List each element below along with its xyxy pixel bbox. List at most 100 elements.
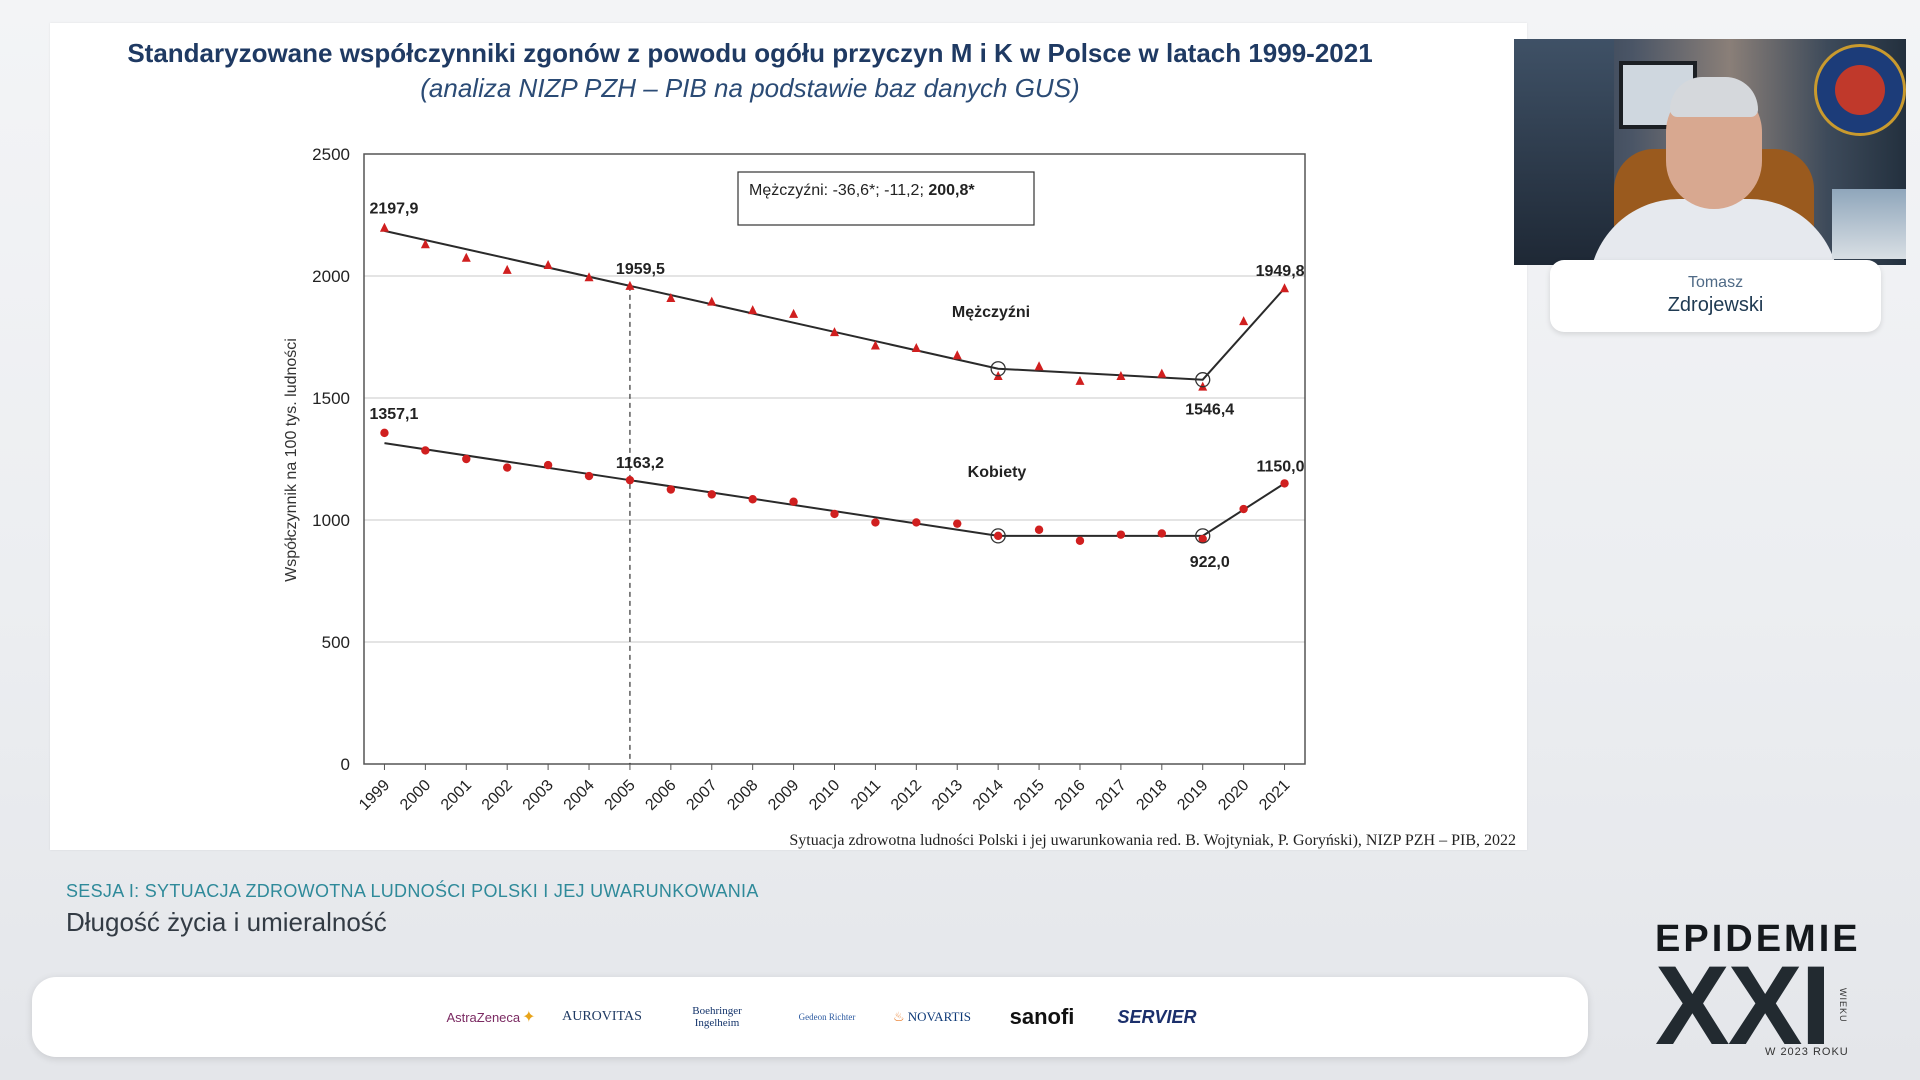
x-tick-label: 2002 <box>479 777 516 814</box>
data-point-circle <box>543 460 553 470</box>
speaker-name-card: Tomasz Zdrojewski <box>1550 260 1881 332</box>
x-tick-label: 2006 <box>642 777 679 814</box>
data-point-circle <box>993 531 1003 541</box>
data-point-triangle <box>584 272 594 282</box>
x-tick-label: 2001 <box>438 777 475 814</box>
data-point-triangle <box>461 252 471 262</box>
data-point-triangle <box>952 350 962 360</box>
room-window <box>1514 39 1614 265</box>
x-tick-label: 2017 <box>1093 777 1130 814</box>
session-title: Długość życia i umieralność <box>66 907 387 937</box>
data-point-circle <box>502 463 512 472</box>
data-point-triangle <box>1239 316 1249 326</box>
data-point-circle <box>1116 530 1126 539</box>
trend-line <box>384 442 1286 537</box>
x-tick-label: 2015 <box>1011 777 1048 814</box>
data-point-circle <box>871 518 880 527</box>
data-point-triangle <box>830 327 839 337</box>
trend-line <box>384 229 1286 381</box>
sponsor-name: SERVIER <box>1117 1006 1197 1027</box>
data-point-triangle <box>1034 361 1044 371</box>
series-label-men: Mężczyźni <box>952 304 1030 321</box>
y-tick-label: 500 <box>322 633 350 652</box>
breakpoint-marker <box>990 528 1006 544</box>
event-brand-logo: EPIDEMIE XXI W 2023 ROKU WIEKU <box>1655 918 1861 1062</box>
data-point-circle <box>1075 536 1085 545</box>
data-point-triangle <box>1280 283 1290 293</box>
wall-photo <box>1832 189 1906 259</box>
data-point-triangle <box>502 264 512 274</box>
x-tick-label: 2018 <box>1133 777 1170 814</box>
data-point-circle <box>666 485 676 494</box>
speaker-hair <box>1670 77 1758 117</box>
sponsor-servier-logo: SERVIER <box>1102 977 1212 1057</box>
plot-frame <box>363 153 1306 765</box>
data-point-triangle <box>625 280 635 290</box>
x-tick-label: 1999 <box>356 777 393 814</box>
x-tick-label: 2000 <box>397 777 434 814</box>
data-point-circle <box>789 497 798 506</box>
data-point-triangle <box>1157 368 1167 378</box>
sponsor-gedeon-richter-logo: Gedeon Richter <box>782 977 872 1057</box>
breakpoint-marker <box>1195 528 1211 544</box>
sponsor-bar: AstraZeneca ✦ AUROVITAS Boehringer Ingel… <box>32 977 1588 1057</box>
x-tick-label: 2012 <box>888 777 925 814</box>
speaker-first-name: Tomasz <box>1687 274 1744 291</box>
data-point-circle <box>1198 534 1207 544</box>
data-point-circle <box>584 471 594 481</box>
x-tick-label: 2013 <box>929 777 966 814</box>
data-point-triangle <box>420 239 430 249</box>
x-tick-label: 2019 <box>1174 777 1211 814</box>
speaker-last-name: Zdrojewski <box>1667 294 1764 316</box>
x-tick-label: 2009 <box>765 777 802 814</box>
data-label: 1546,4 <box>1185 402 1234 419</box>
data-point-triangle <box>911 342 921 352</box>
y-tick-label: 0 <box>341 755 350 774</box>
x-tick-label: 2007 <box>683 777 720 814</box>
data-point-triangle <box>379 222 389 232</box>
source-citation: Sytuacja zdrowotna ludności Polski i jej… <box>789 832 1516 849</box>
data-label: 1357,1 <box>369 406 418 423</box>
y-tick-label: 2000 <box>312 267 350 286</box>
data-label: 2197,9 <box>369 201 418 218</box>
data-point-circle <box>953 519 962 528</box>
x-tick-label: 2021 <box>1256 777 1293 814</box>
slide-title: Standaryzowane współczynniki zgonów z po… <box>127 38 1373 68</box>
university-seal-icon <box>1814 44 1906 136</box>
presentation-slide: Standaryzowane współczynniki zgonów z po… <box>50 23 1527 850</box>
brand-numeral: XXI <box>1655 943 1832 1068</box>
sponsor-aurovitas-logo: AUROVITAS <box>552 977 652 1057</box>
data-point-triangle <box>748 305 758 315</box>
data-point-circle <box>462 454 471 464</box>
y-tick-label: 1500 <box>312 389 350 408</box>
data-point-triangle <box>1075 375 1085 385</box>
data-point-circle <box>748 495 757 504</box>
brand-word: EPIDEMIE <box>1655 918 1861 960</box>
data-point-triangle <box>1116 371 1126 381</box>
data-point-circle <box>421 446 430 455</box>
data-point-circle <box>830 509 839 519</box>
slide-subtitle: (analiza NIZP PZH – PIB na podstawie baz… <box>420 73 1080 103</box>
data-point-circle <box>1280 479 1289 488</box>
brand-year: W 2023 ROKU <box>1765 1046 1849 1058</box>
data-point-circle <box>1239 504 1248 514</box>
data-point-circle <box>380 428 389 438</box>
x-tick-label: 2010 <box>806 777 843 814</box>
novartis-flame-icon: ♨ <box>893 1009 905 1024</box>
svg-text:Mężczyźni: -36,6*; -11,2; 200,: Mężczyźni: -36,6*; -11,2; 200,8* <box>749 182 975 199</box>
data-point-triangle <box>870 340 880 350</box>
data-point-circle <box>1157 529 1167 538</box>
sponsor-name: NOVARTIS <box>907 1009 971 1024</box>
data-point-triangle <box>543 260 553 270</box>
legend-box-text: Mężczyźni: -36,6*; -11,2; <box>749 182 928 199</box>
x-tick-label: 2008 <box>724 777 761 814</box>
speaker-video <box>1514 39 1906 265</box>
sponsor-name: AUROVITAS <box>562 1009 642 1024</box>
legend-box-bold: 200,8* <box>928 182 975 199</box>
legend-box: Mężczyźni: -36,6*; -11,2; 200,8* <box>737 171 1035 226</box>
breakpoint-marker <box>1195 372 1211 388</box>
data-label: 1949,8 <box>1256 263 1305 280</box>
brand-vertical-text: WIEKU <box>1838 988 1848 1023</box>
x-tick-label: 2005 <box>602 777 639 814</box>
